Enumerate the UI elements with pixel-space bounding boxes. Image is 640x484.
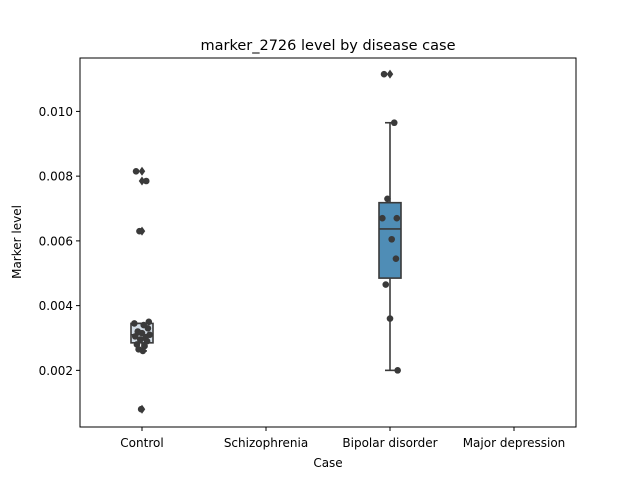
x-tick-label-3: Major depression — [463, 436, 566, 450]
flier-control-1 — [138, 176, 146, 186]
chart-title: marker_2726 level by disease case — [201, 38, 456, 54]
data-point-control-1 — [142, 177, 150, 185]
chart-marks — [130, 69, 402, 414]
data-point-control-3 — [145, 318, 153, 326]
data-point-bipolar-disorder-3 — [393, 214, 401, 222]
data-point-bipolar-disorder-2 — [384, 195, 391, 203]
y-tick-label-4: 0.010 — [39, 105, 73, 119]
data-point-bipolar-disorder-6 — [392, 255, 400, 262]
data-point-bipolar-disorder-4 — [379, 214, 386, 222]
y-tick-label-1: 0.004 — [39, 299, 73, 313]
flier-control-0 — [138, 166, 146, 176]
data-point-bipolar-disorder-9 — [394, 367, 401, 374]
y-tick-label-0: 0.002 — [39, 364, 73, 378]
data-point-bipolar-disorder-0 — [380, 70, 388, 78]
x-tick-label-1: Schizophrenia — [224, 436, 308, 450]
plot-frame — [79, 57, 577, 428]
y-tick-label-2: 0.006 — [39, 234, 73, 248]
chart-axes: 0.002 0.004 0.006 0.008 0.010 Control Schizoph… — [39, 105, 566, 450]
data-point-bipolar-disorder-1 — [390, 119, 398, 127]
x-tick-label-2: Bipolar disorder — [342, 436, 437, 450]
plot-area — [80, 58, 576, 427]
x-tick-label-0: Control — [120, 436, 163, 450]
data-point-control-2 — [136, 227, 143, 235]
data-point-bipolar-disorder-5 — [388, 235, 396, 243]
y-tick-label-3: 0.008 — [39, 170, 73, 184]
data-point-control-17 — [139, 347, 147, 355]
data-point-control-8 — [138, 329, 146, 337]
data-point-control-10 — [131, 333, 139, 340]
data-point-bipolar-disorder-8 — [386, 315, 394, 322]
data-point-control-6 — [144, 324, 152, 332]
flier-bipolar-disorder-0 — [386, 69, 394, 79]
y-axis-label: Marker level — [10, 205, 24, 279]
data-point-control-12 — [137, 336, 144, 343]
data-point-control-13 — [143, 337, 151, 345]
data-point-control-4 — [131, 320, 138, 327]
x-axis-label: Case — [313, 456, 342, 470]
data-point-control-0 — [132, 167, 140, 175]
data-point-bipolar-disorder-7 — [382, 281, 390, 288]
data-point-control-18 — [137, 405, 145, 413]
